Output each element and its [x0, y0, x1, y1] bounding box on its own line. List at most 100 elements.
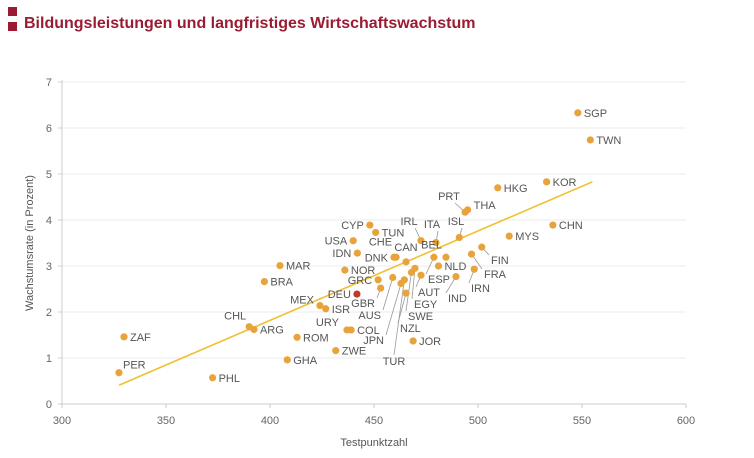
data-point-usa: [349, 237, 357, 245]
point-label-tun: TUN: [382, 227, 405, 239]
data-point-irn: [470, 265, 478, 273]
data-point-tur: [400, 276, 408, 284]
point-label-jpn: JPN: [363, 335, 384, 347]
point-label-swe: SWE: [408, 311, 433, 323]
point-label-gha: GHA: [293, 355, 318, 367]
point-label-esp: ESP: [428, 274, 450, 286]
data-point-sgp: [574, 109, 582, 117]
point-label-chl: CHL: [224, 311, 246, 323]
title-bullet-top: [8, 7, 17, 16]
y-tick-label: 3: [46, 261, 52, 273]
data-point-dnk: [390, 253, 398, 261]
data-point-ind: [452, 272, 460, 281]
point-label-aut: AUT: [418, 287, 440, 299]
data-point-arg: [250, 325, 258, 334]
point-label-tur: TUR: [383, 356, 406, 368]
data-point-rom: [293, 333, 301, 341]
data-point-kor: [543, 178, 551, 186]
point-label-tha: THA: [474, 200, 497, 212]
data-point-zwe: [332, 347, 340, 355]
data-point-bel: [442, 253, 450, 261]
axes: 0 1 2 3 4 5 6 7 300 350 400 450 500 550 600: [46, 77, 695, 427]
point-label-irn: IRN: [471, 283, 490, 295]
point-label-arg: ARG: [260, 324, 284, 336]
point-label-ury: URY: [316, 317, 340, 329]
y-tick-label: 0: [46, 399, 52, 411]
y-axis-label: Wachstumsrate (in Prozent): [24, 175, 36, 311]
data-point-can: [402, 258, 410, 266]
data-point-chn: [549, 221, 557, 229]
data-point-gbr: [377, 284, 385, 292]
data-point-aus: [389, 273, 397, 282]
point-label-phl: PHL: [219, 373, 240, 385]
point-label-che: CHE: [369, 236, 392, 248]
data-point-jor: [409, 337, 417, 345]
point-label-can: CAN: [394, 242, 417, 254]
point-label-nld: NLD: [444, 261, 466, 273]
x-axis-label: Testpunktzahl: [340, 437, 407, 449]
x-tick-label: 500: [469, 415, 487, 427]
point-label-mar: MAR: [286, 261, 311, 273]
point-label-deu: DEU: [328, 289, 351, 301]
trend-line: [118, 181, 593, 386]
point-label-zwe: ZWE: [342, 346, 366, 358]
data-point-fra: [467, 250, 476, 258]
title-bullet: [8, 22, 17, 31]
gridlines: [62, 81, 686, 359]
point-label-gbr: GBR: [351, 298, 375, 310]
trendline-group: [118, 181, 593, 386]
point-label-nor: NOR: [351, 265, 376, 277]
data-point-nld: [434, 262, 443, 270]
leader-line-jpn: [385, 283, 402, 336]
point-label-irl: IRL: [400, 216, 417, 228]
y-tick-label: 6: [46, 123, 52, 135]
data-point-isr: [322, 305, 330, 313]
point-label-jor: JOR: [419, 336, 441, 348]
data-point-ita: [432, 238, 440, 247]
data-point-idn: [353, 249, 361, 257]
data-point-per: [115, 369, 123, 377]
data-point-nzl: [402, 289, 410, 297]
data-point-esp: [430, 253, 438, 261]
point-label-col: COL: [357, 325, 380, 337]
data-point-mys: [505, 232, 513, 240]
data-point-col: [347, 326, 355, 334]
point-label-sgp: SGP: [584, 108, 607, 120]
x-tick-label: 450: [365, 415, 383, 427]
data-points: [115, 109, 594, 382]
chart-title: Bildungsleistungen und langfristiges Wir…: [24, 15, 476, 32]
point-label-ita: ITA: [424, 219, 441, 231]
point-label-idn: IDN: [332, 248, 351, 260]
y-tick-label: 4: [46, 215, 52, 227]
y-tick-label: 1: [46, 353, 52, 365]
data-point-hkg: [494, 184, 502, 192]
point-label-twn: TWN: [596, 135, 621, 147]
data-point-bra: [260, 278, 268, 286]
point-label-ind: IND: [448, 293, 467, 305]
data-point-aut: [417, 271, 425, 279]
point-label-isl: ISL: [448, 216, 465, 228]
data-point-nor: [341, 266, 349, 274]
data-point-fin: [478, 243, 486, 251]
data-point-mex: [316, 301, 324, 310]
data-point-mar: [276, 261, 284, 270]
point-label-mex: MEX: [290, 295, 315, 307]
x-tick-label: 400: [261, 415, 279, 427]
data-point-isl: [455, 233, 463, 242]
point-label-aus: AUS: [358, 310, 381, 322]
point-label-hkg: HKG: [504, 183, 528, 195]
y-tick-label: 7: [46, 77, 52, 89]
x-tick-label: 300: [53, 415, 71, 427]
point-label-bel: BEL: [421, 239, 442, 251]
data-point-grc: [374, 276, 382, 284]
leader-line-aus: [382, 277, 394, 311]
point-label-egy: EGY: [414, 299, 438, 311]
y-tick-label: 5: [46, 169, 52, 181]
data-point-gha: [283, 356, 291, 364]
data-point-irl: [417, 237, 425, 245]
data-point-cyp: [366, 221, 374, 229]
point-labels: SGPTWNKORCHNHKGPRTTHAISLMYSFINFRABELESPN…: [123, 108, 621, 385]
x-tick-label: 600: [677, 415, 695, 427]
point-label-zaf: ZAF: [130, 332, 151, 344]
